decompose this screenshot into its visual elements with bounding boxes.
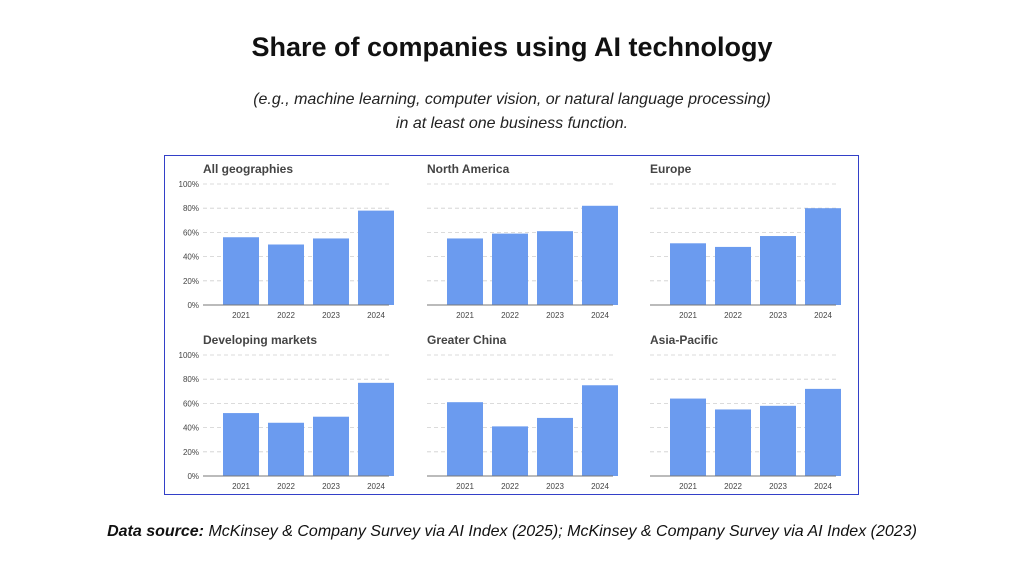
bar-greater-china-2023	[537, 417, 573, 476]
x-tick-label: 2021	[232, 482, 250, 491]
y-tick-label: 40%	[183, 253, 199, 262]
panel-title-greater-china: Greater China	[427, 333, 507, 347]
chart-title: Share of companies using AI technology	[251, 32, 773, 62]
x-tick-label: 2022	[277, 311, 295, 320]
bar-europe-2021	[670, 243, 706, 305]
panel-title-all-geographies: All geographies	[203, 162, 293, 176]
bar-asia-pacific-2024	[805, 388, 841, 476]
x-tick-label: 2023	[546, 311, 564, 320]
bar-developing-markets-2021	[223, 413, 259, 476]
x-tick-label: 2021	[456, 311, 474, 320]
bar-asia-pacific-2021	[670, 398, 706, 476]
x-tick-label: 2023	[322, 482, 340, 491]
y-tick-label: 100%	[179, 351, 199, 360]
subtitle-line-2: in at least one business function.	[395, 115, 629, 132]
bar-developing-markets-2022	[268, 422, 304, 476]
bar-north-america-2023	[537, 231, 573, 305]
panel-title-developing-markets: Developing markets	[203, 333, 317, 347]
x-tick-label: 2023	[769, 482, 787, 491]
x-tick-label: 2024	[814, 482, 832, 491]
x-tick-label: 2024	[367, 482, 385, 491]
x-tick-label: 2024	[591, 482, 609, 491]
x-tick-label: 2023	[769, 311, 787, 320]
bar-north-america-2022	[492, 233, 528, 305]
subtitle-line-1: (e.g., machine learning, computer vision…	[253, 91, 771, 108]
x-tick-label: 2022	[724, 482, 742, 491]
y-tick-label: 60%	[183, 399, 199, 408]
x-tick-label: 2023	[322, 311, 340, 320]
data-source-label: Data source:	[107, 523, 204, 540]
y-tick-label: 0%	[187, 472, 199, 481]
y-tick-label: 80%	[183, 375, 199, 384]
x-tick-label: 2021	[456, 482, 474, 491]
bar-all-geographies-2022	[268, 244, 304, 305]
x-tick-label: 2021	[679, 311, 697, 320]
panel-title-europe: Europe	[650, 162, 692, 176]
bar-all-geographies-2024	[358, 210, 394, 305]
bar-asia-pacific-2022	[715, 409, 751, 476]
small-multiples-frame: All geographies 0% 20% 40% 60% 80% 100% 2021 202…	[164, 155, 859, 495]
small-multiples-chart: All geographies 0% 20% 40% 60% 80% 100% 2021 202…	[179, 162, 841, 491]
bar-developing-markets-2023	[313, 416, 349, 476]
bar-north-america-2021	[447, 238, 483, 305]
x-tick-label: 2022	[501, 482, 519, 491]
chart-subtitle: (e.g., machine learning, computer vision…	[0, 88, 1024, 136]
bar-greater-china-2021	[447, 402, 483, 476]
y-tick-label: 0%	[187, 301, 199, 310]
x-tick-label: 2024	[591, 311, 609, 320]
bar-all-geographies-2023	[313, 238, 349, 305]
x-tick-label: 2021	[679, 482, 697, 491]
bar-europe-2024	[805, 208, 841, 305]
x-tick-label: 2021	[232, 311, 250, 320]
y-tick-label: 20%	[183, 277, 199, 286]
y-tick-label: 20%	[183, 448, 199, 457]
bar-europe-2022	[715, 246, 751, 305]
bar-greater-china-2024	[582, 385, 618, 476]
x-tick-label: 2024	[814, 311, 832, 320]
y-tick-label: 60%	[183, 228, 199, 237]
x-tick-label: 2024	[367, 311, 385, 320]
x-tick-label: 2022	[501, 311, 519, 320]
data-source-text: McKinsey & Company Survey via AI Index (…	[204, 523, 917, 540]
panel-title-north-america: North America	[427, 162, 510, 176]
x-tick-label: 2022	[724, 311, 742, 320]
bar-asia-pacific-2023	[760, 405, 796, 476]
x-tick-label: 2022	[277, 482, 295, 491]
data-source-note: Data source: McKinsey & Company Survey v…	[0, 523, 1024, 541]
bar-developing-markets-2024	[358, 382, 394, 476]
bar-greater-china-2022	[492, 426, 528, 476]
y-tick-label: 100%	[179, 180, 199, 189]
bar-europe-2023	[760, 236, 796, 305]
bar-all-geographies-2021	[223, 237, 259, 305]
y-tick-label: 40%	[183, 424, 199, 433]
bar-north-america-2024	[582, 205, 618, 305]
x-tick-label: 2023	[546, 482, 564, 491]
y-tick-label: 80%	[183, 204, 199, 213]
panel-title-asia-pacific: Asia-Pacific	[650, 333, 718, 347]
